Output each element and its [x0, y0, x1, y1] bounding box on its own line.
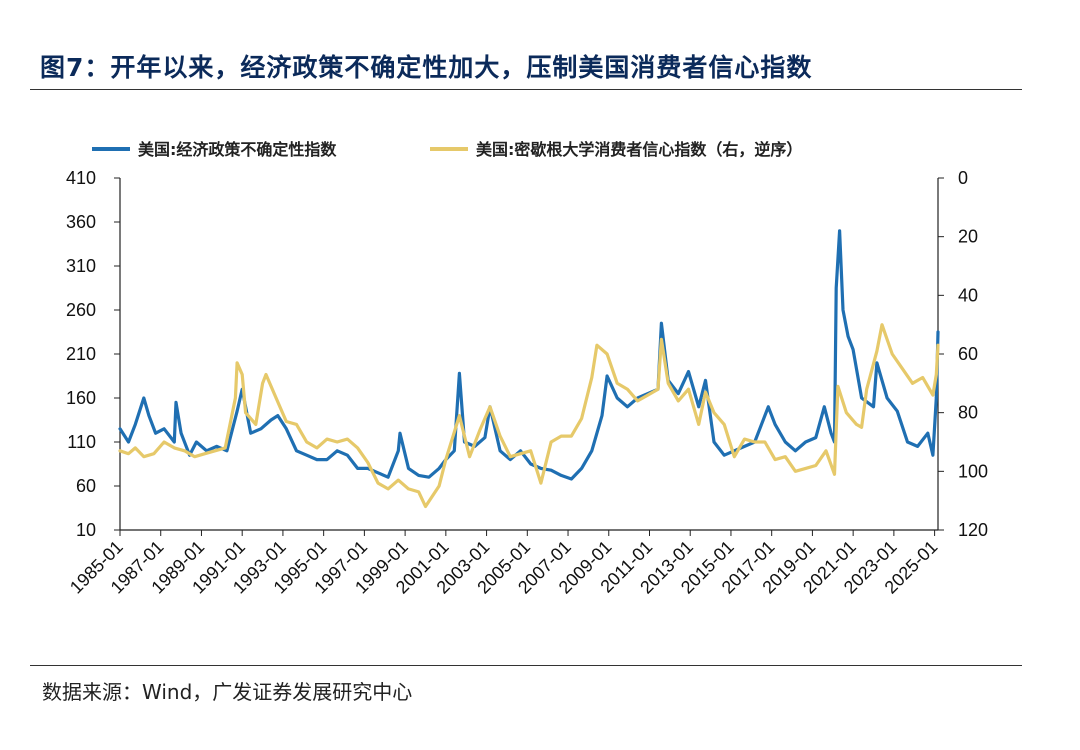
right-tick-label: 60 [958, 344, 978, 364]
right-tick-label: 40 [958, 285, 978, 305]
left-tick-label: 160 [66, 388, 96, 408]
left-tick-label: 360 [66, 212, 96, 232]
right-tick-label: 80 [958, 403, 978, 423]
epu-index-line [118, 229, 940, 481]
legend-label: 美国:密歇根大学消费者信心指数（右，逆序） [476, 140, 802, 159]
left-tick-label: 260 [66, 300, 96, 320]
right-tick-label: 20 [958, 227, 978, 247]
source-note: 数据来源：Wind，广发证券发展研究中心 [42, 680, 413, 704]
left-tick-label: 210 [66, 344, 96, 364]
bottom-rule [30, 665, 1022, 666]
figure-title: 图7：开年以来，经济政策不确定性加大，压制美国消费者信心指数 [40, 53, 813, 82]
legend-label: 美国:经济政策不确定性指数 [138, 140, 337, 159]
right-tick-label: 100 [958, 461, 988, 481]
right-tick-label: 0 [958, 168, 968, 188]
michigan-sentiment-line [118, 323, 940, 509]
left-tick-label: 60 [76, 476, 96, 496]
left-tick-label: 410 [66, 168, 96, 188]
top-rule [30, 89, 1022, 90]
left-tick-label: 310 [66, 256, 96, 276]
left-tick-label: 10 [76, 520, 96, 540]
right-tick-label: 120 [958, 520, 988, 540]
left-tick-label: 110 [67, 432, 96, 452]
